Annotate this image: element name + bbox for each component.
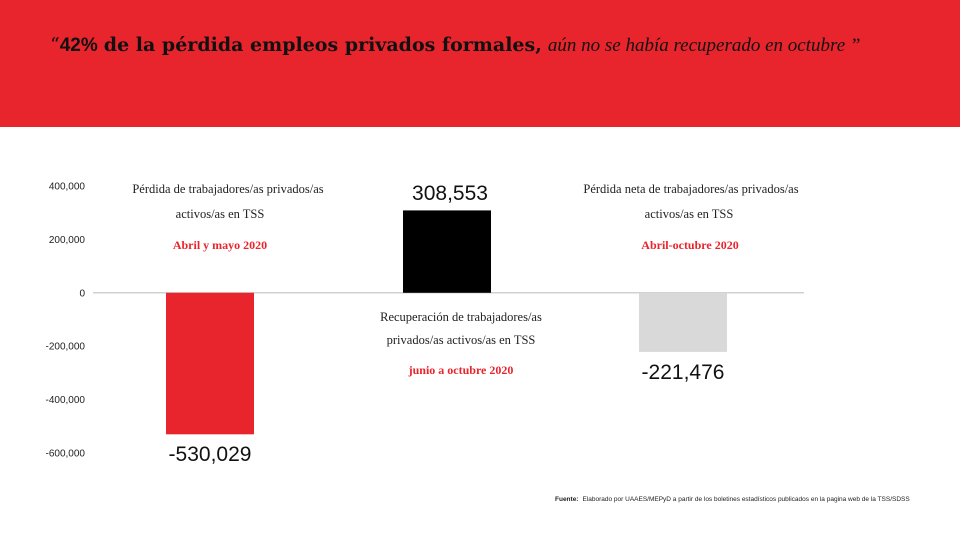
bar-net	[639, 292, 727, 352]
y-axis: 400,000 200,000 0 -200,000 -400,000 -600,000	[46, 182, 86, 460]
y-tick-label: -200,000	[46, 342, 86, 353]
page-title: “42% de la pérdida empleos privados form…	[50, 34, 860, 57]
annotation-net-line2: activos/as en TSS	[645, 207, 734, 221]
y-tick-label: -600,000	[46, 449, 86, 460]
bar-loss	[166, 292, 254, 435]
annotation-loss-line1: Pérdida de trabajadores/as privados/as	[132, 182, 323, 196]
value-label-net: -221,476	[642, 361, 725, 384]
title-italic-text: aún no se había recuperado en octubre ”	[547, 35, 861, 56]
annotation-net-period: Abril-octubre 2020	[641, 238, 738, 252]
source-note: Fuente: Elaborado por UAAES/MEPyD a parti…	[555, 496, 910, 503]
y-tick-label: 200,000	[49, 235, 86, 246]
title-bold-text: de la pérdida empleos privados formales,	[103, 34, 542, 56]
y-tick-label: -400,000	[46, 395, 86, 406]
annotation-recovery-period: junio a octubre 2020	[408, 363, 514, 377]
annotation-recovery-line1: Recuperación de trabajadores/as	[380, 310, 542, 324]
annotation-net-line1: Pérdida neta de trabajadores/as privados…	[583, 182, 798, 196]
source-label: Fuente:	[555, 496, 579, 503]
bars	[166, 210, 727, 435]
title-open-quote: “	[50, 34, 60, 56]
annotation-loss-period: Abril y mayo 2020	[173, 238, 267, 252]
value-label-recovery: 308,553	[412, 182, 488, 205]
title-banner	[0, 0, 960, 127]
value-label-loss: -530,029	[169, 443, 252, 466]
source-text: Elaborado por UAAES/MEPyD a partir de lo…	[582, 496, 910, 503]
y-tick-label: 0	[79, 288, 85, 299]
title-percentage: 42%	[59, 35, 98, 56]
bar-recovery	[403, 210, 491, 293]
annotation-loss-line2: activos/as en TSS	[176, 207, 265, 221]
annotation-recovery-line2: privados/as activos/as en TSS	[387, 333, 536, 347]
y-tick-label: 400,000	[49, 182, 86, 193]
